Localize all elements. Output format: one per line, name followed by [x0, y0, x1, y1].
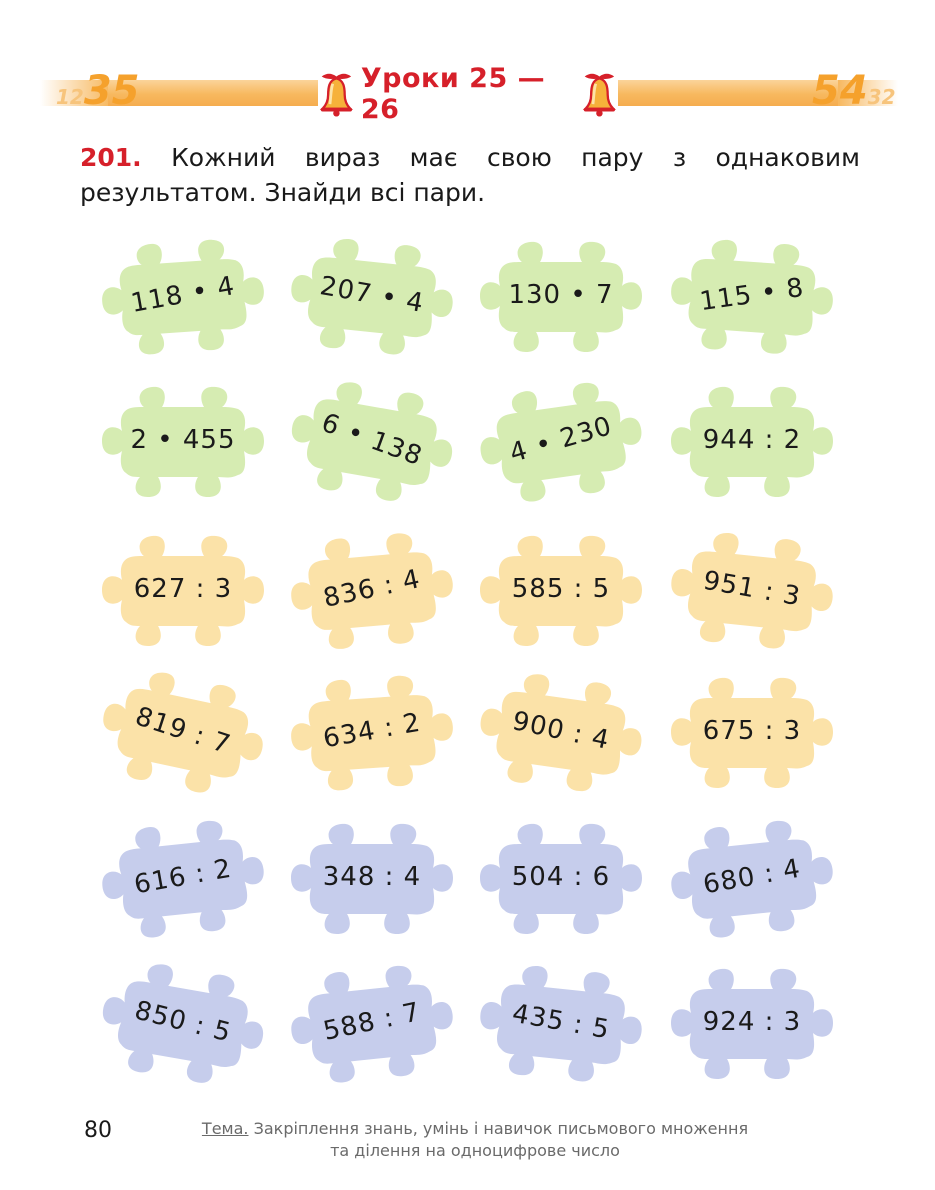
puzzle-expression: 675 : 3	[702, 716, 802, 746]
puzzle-expression: 680 : 4	[700, 853, 804, 901]
puzzle-expression: 951 : 3	[700, 565, 804, 613]
puzzle-piece: 115 • 8	[669, 228, 835, 362]
topic-line-1: Закріплення знань, умінь і навичок письм…	[253, 1119, 749, 1138]
puzzle-piece-shape	[480, 823, 642, 934]
puzzle-grid: 118 • 4 207 • 4 130 • 7 115 • 8 2 • 455 6 • 1…	[100, 228, 835, 1089]
puzzle-piece: 850 : 5	[100, 955, 266, 1089]
puzzle-expression: 2 • 455	[130, 425, 236, 455]
puzzle-piece: 118 • 4	[100, 228, 266, 362]
puzzle-piece-shape	[671, 239, 833, 354]
puzzle-piece: 2 • 455	[100, 373, 266, 507]
puzzle-piece-shape	[671, 386, 833, 497]
puzzle-piece: 627 : 3	[100, 522, 266, 656]
puzzle-piece-shape	[480, 966, 642, 1082]
bell-icon	[319, 73, 354, 117]
puzzle-expression: 627 : 3	[133, 574, 233, 604]
puzzle-piece: 836 : 4	[289, 522, 455, 656]
puzzle-piece: 616 : 2	[100, 810, 266, 944]
topic-label: Тема.	[201, 1119, 249, 1138]
lesson-title-box: Уроки 25 — 26	[318, 63, 618, 125]
puzzle-piece-shape	[291, 823, 453, 934]
puzzle-piece-shape	[480, 674, 642, 792]
puzzle-piece-shape	[671, 533, 833, 649]
puzzle-piece-shape	[671, 677, 833, 788]
task-number: 201.	[80, 143, 142, 172]
puzzle-piece-shape	[291, 239, 453, 355]
puzzle-expression: 634 : 2	[320, 707, 424, 755]
header-digits-left: 1235	[56, 68, 140, 114]
puzzle-expression: 348 : 4	[322, 862, 422, 892]
puzzle-piece: 207 • 4	[289, 228, 455, 362]
puzzle-piece: 588 : 7	[289, 955, 455, 1089]
bell-icon	[582, 73, 617, 117]
topic-footer: Тема. Закріплення знань, умінь і навичок…	[160, 1118, 790, 1162]
puzzle-piece-shape	[480, 535, 642, 646]
puzzle-piece-shape	[103, 672, 263, 793]
puzzle-piece: 819 : 7	[100, 664, 266, 798]
header-digits-right: 5432	[812, 68, 896, 114]
puzzle-piece-shape	[102, 964, 264, 1083]
lesson-header: 1235 5432 Уроки 25 — 26	[0, 60, 935, 130]
puzzle-piece-shape	[291, 533, 453, 649]
topic-line-2: та ділення на одноцифрове число	[330, 1141, 620, 1160]
puzzle-piece: 435 : 5	[478, 955, 644, 1089]
puzzle-piece-shape	[102, 386, 264, 497]
puzzle-expression: 115 • 8	[697, 272, 807, 318]
page-number: 80	[84, 1118, 112, 1143]
puzzle-expression: 130 • 7	[508, 280, 614, 310]
puzzle-piece: 348 : 4	[289, 810, 455, 944]
puzzle-expression: 924 : 3	[702, 1007, 802, 1037]
puzzle-piece-shape	[291, 675, 453, 791]
puzzle-piece: 951 : 3	[669, 522, 835, 656]
puzzle-piece-shape	[671, 820, 833, 938]
lesson-title: Уроки 25 — 26	[360, 63, 546, 125]
puzzle-piece: 944 : 2	[669, 373, 835, 507]
puzzle-piece: 680 : 4	[669, 810, 835, 944]
puzzle-expression: 504 : 6	[511, 862, 611, 892]
puzzle-piece-shape	[102, 239, 264, 355]
puzzle-expression: 944 : 2	[702, 425, 802, 455]
puzzle-piece: 6 • 138	[289, 373, 455, 507]
puzzle-piece-shape	[291, 382, 453, 501]
task-statement: 201. Кожний вираз має свою пару з однако…	[80, 140, 860, 210]
puzzle-piece: 675 : 3	[669, 664, 835, 798]
header-band-fade-right	[838, 80, 898, 106]
puzzle-piece: 130 • 7	[478, 228, 644, 362]
puzzle-piece: 634 : 2	[289, 664, 455, 798]
puzzle-piece: 585 : 5	[478, 522, 644, 656]
puzzle-piece-shape	[102, 535, 264, 646]
header-band-fade-left	[40, 80, 110, 106]
puzzle-expression: 118 • 4	[128, 271, 238, 319]
puzzle-piece: 900 : 4	[478, 664, 644, 798]
puzzle-piece: 4 • 230	[478, 373, 644, 507]
task-text: Кожний вираз має свою пару з однаковим р…	[80, 143, 860, 207]
puzzle-piece: 504 : 6	[478, 810, 644, 944]
puzzle-expression: 207 • 4	[317, 271, 427, 319]
puzzle-piece: 924 : 3	[669, 955, 835, 1089]
puzzle-expression: 585 : 5	[511, 574, 611, 604]
puzzle-piece-shape	[480, 241, 642, 352]
puzzle-expression: 616 : 2	[131, 853, 235, 901]
puzzle-piece-shape	[291, 965, 453, 1083]
puzzle-piece-shape	[480, 382, 642, 502]
puzzle-piece-shape	[671, 968, 833, 1079]
puzzle-expression: 435 : 5	[509, 998, 613, 1046]
puzzle-piece-shape	[102, 820, 264, 938]
